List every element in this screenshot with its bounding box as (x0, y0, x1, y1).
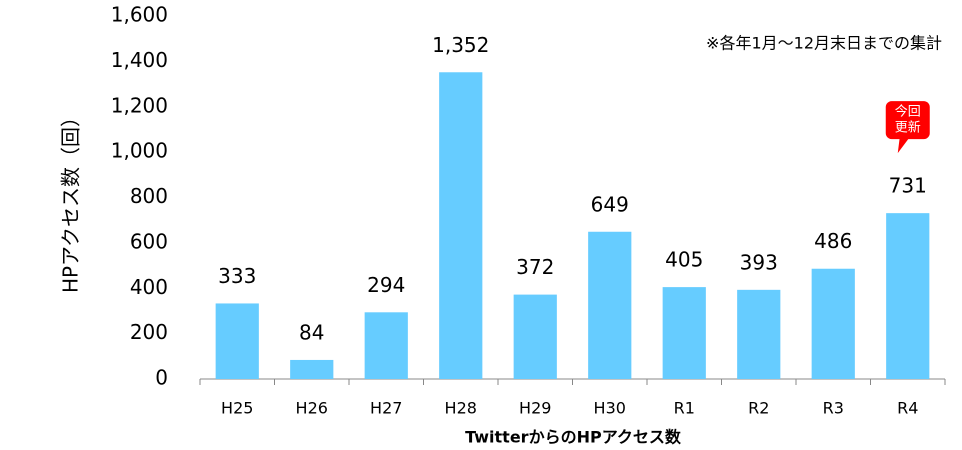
bar (215, 303, 259, 379)
x-tick-label: R4 (897, 399, 918, 418)
callout-text: 今回 (895, 104, 921, 120)
bar (811, 268, 855, 379)
y-tick-label: 1,400 (111, 48, 168, 72)
x-tick-label: R1 (674, 399, 695, 418)
x-tick-label: R2 (748, 399, 769, 418)
value-label: 649 (591, 192, 629, 216)
bar (364, 312, 408, 379)
callout-text: 更新 (895, 120, 921, 136)
y-tick-label: 1,600 (111, 3, 168, 27)
y-tick-label: 200 (130, 320, 168, 344)
y-tick-label: 0 (155, 366, 168, 390)
value-label: 372 (516, 255, 554, 279)
annotation: ※各年1月～12月末日までの集計 (706, 34, 942, 53)
x-tick-label: R3 (823, 399, 844, 418)
x-tick-label: H25 (221, 399, 253, 418)
value-label: 393 (740, 250, 778, 274)
x-tick-label: H27 (370, 399, 402, 418)
value-label: 405 (665, 248, 703, 272)
y-tick-label: 600 (130, 229, 168, 253)
value-label: 1,352 (432, 33, 489, 57)
x-tick-label: H28 (445, 399, 477, 418)
x-tick-label: H29 (519, 399, 551, 418)
y-tick-label: 400 (130, 275, 168, 299)
x-tick-label: H30 (594, 399, 626, 418)
bar (290, 359, 334, 379)
value-label: 486 (814, 229, 852, 253)
bar (439, 72, 483, 379)
y-tick-label: 1,200 (111, 93, 168, 117)
x-tick-label: H26 (296, 399, 328, 418)
y-tick-label: 1,000 (111, 139, 168, 163)
bar (662, 287, 706, 379)
value-label: 731 (889, 174, 927, 198)
x-axis-label: TwitterからのHPアクセス数 (465, 428, 682, 447)
bar (737, 289, 781, 379)
callout-box (885, 101, 930, 140)
value-label: 333 (218, 264, 256, 288)
y-tick-label: 800 (130, 184, 168, 208)
value-label: 294 (367, 273, 405, 297)
bar (588, 231, 632, 379)
bar (886, 213, 930, 379)
value-label: 84 (299, 320, 324, 344)
bar (513, 294, 557, 379)
callout-pointer (897, 137, 910, 154)
y-axis-label: HPアクセス数（回） (59, 107, 83, 293)
